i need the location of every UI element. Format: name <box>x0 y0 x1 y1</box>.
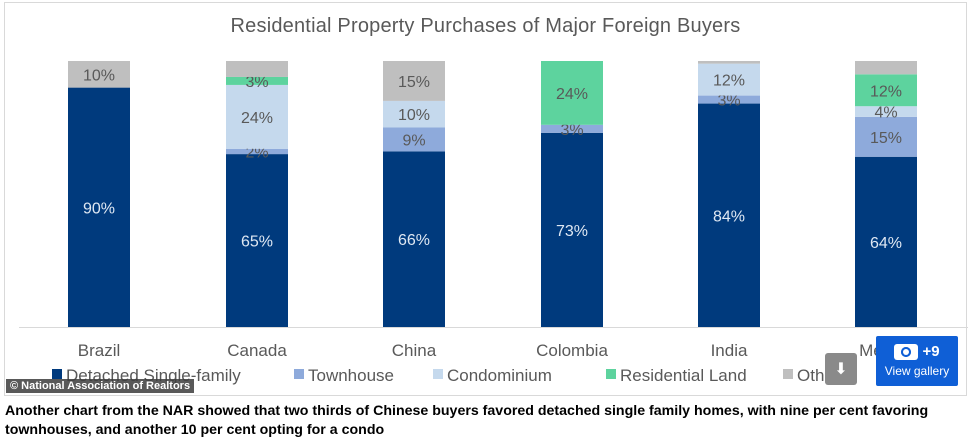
bar-mexico-condominium <box>855 106 917 117</box>
data-label: 64% <box>870 235 902 252</box>
data-label: 84% <box>713 208 745 225</box>
data-label: 3% <box>245 74 268 91</box>
bar-colombia-townhouse <box>541 124 603 133</box>
x-tick-label: China <box>392 341 437 360</box>
x-tick-label: Colombia <box>536 341 608 360</box>
data-label: 66% <box>398 232 430 249</box>
data-label: 3% <box>560 122 583 139</box>
view-gallery-button[interactable]: +9 View gallery <box>876 336 958 386</box>
bar-india-detached-single-family <box>698 103 760 327</box>
bar-mexico-detached-single-family <box>855 156 917 327</box>
bar-india-other <box>698 61 760 64</box>
x-tick-label: India <box>711 341 748 360</box>
data-label: 15% <box>870 130 902 147</box>
data-label: 3% <box>717 93 740 110</box>
bar-china-condominium <box>383 100 445 128</box>
legend-label: Residential Land <box>620 366 747 385</box>
data-label: 10% <box>83 67 115 84</box>
bar-canada-other <box>226 61 288 77</box>
chart-title: Residential Property Purchases of Major … <box>230 15 741 37</box>
data-label: 73% <box>556 223 588 240</box>
legend-swatch <box>52 369 62 379</box>
data-label: 90% <box>83 200 115 217</box>
plot-area: 90%10%Brazil65%2%24%3%Canada66%9%10%15%C… <box>19 61 968 385</box>
bar-canada-residential-land <box>226 76 288 85</box>
bar-china-townhouse <box>383 127 445 152</box>
bar-canada-condominium <box>226 84 288 149</box>
legend-label: Condominium <box>447 366 552 385</box>
bar-mexico-residential-land <box>855 74 917 107</box>
x-tick-label: Canada <box>227 341 287 360</box>
share-button[interactable]: ⬇ <box>825 353 857 385</box>
legend-label: Townhouse <box>308 366 394 385</box>
gallery-count: +9 <box>922 343 940 360</box>
bar-brazil-detached-single-family <box>68 87 130 327</box>
data-label: 10% <box>398 107 430 124</box>
share-icon: ⬇ <box>834 361 848 378</box>
bar-mexico-townhouse <box>855 116 917 157</box>
data-label: 24% <box>241 110 273 127</box>
bar-canada-townhouse <box>226 148 288 155</box>
legend-swatch <box>606 369 616 379</box>
chart-frame: Residential Property Purchases of Major … <box>4 2 968 396</box>
data-label: 4% <box>874 105 897 122</box>
camera-icon <box>894 343 919 360</box>
bar-colombia-detached-single-family <box>541 132 603 327</box>
data-label: 65% <box>241 234 273 251</box>
data-label: 15% <box>398 74 430 91</box>
bar-india-condominium <box>698 63 760 96</box>
bar-brazil-other <box>68 61 130 88</box>
image-credit: © National Association of Realtors <box>6 379 195 393</box>
data-label: 12% <box>713 73 745 90</box>
bar-china-detached-single-family <box>383 151 445 327</box>
bar-canada-detached-single-family <box>226 154 288 327</box>
data-label: 9% <box>402 132 425 149</box>
gallery-label: View gallery <box>884 364 950 378</box>
x-tick-label: Brazil <box>78 341 121 360</box>
legend-swatch <box>433 369 443 379</box>
bar-china-other <box>383 61 445 101</box>
stacked-bar-chart: 90%10%Brazil65%2%24%3%Canada66%9%10%15%C… <box>19 61 968 385</box>
data-label: 12% <box>870 83 902 100</box>
bar-india-townhouse <box>698 95 760 104</box>
image-caption: Another chart from the NAR showed that t… <box>5 403 929 438</box>
bar-mexico-other <box>855 61 917 75</box>
data-label: 24% <box>556 86 588 103</box>
bar-colombia-residential-land <box>541 61 603 125</box>
legend-swatch <box>783 369 793 379</box>
legend-swatch <box>294 369 304 379</box>
